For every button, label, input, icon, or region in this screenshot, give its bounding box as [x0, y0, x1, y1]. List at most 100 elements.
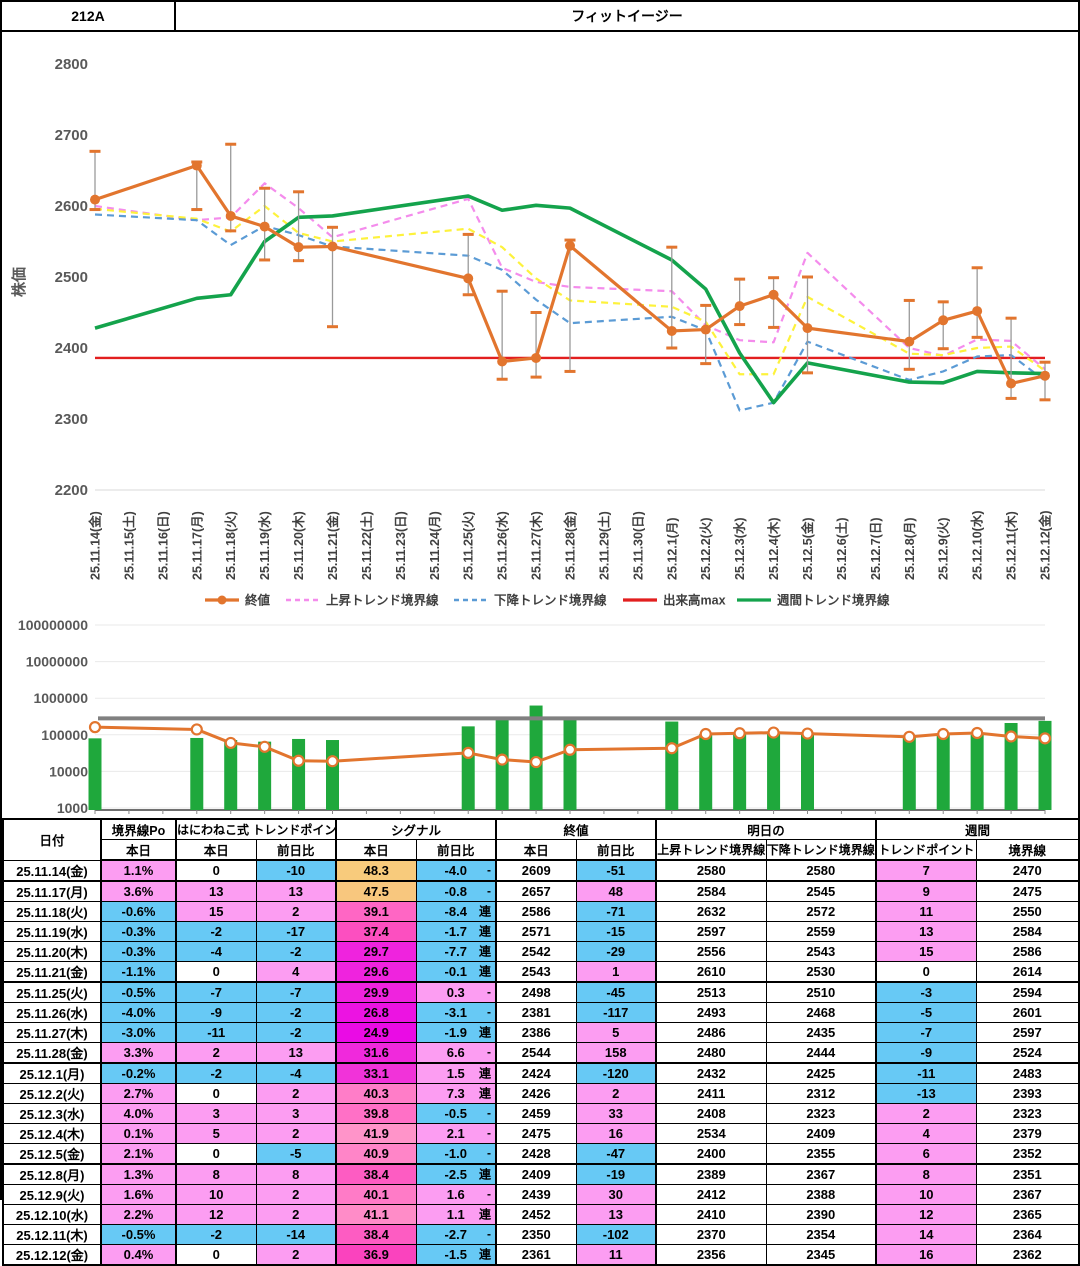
cell-tp-diff[interactable]: -2: [255, 940, 337, 962]
cell-signal[interactable]: 38.4: [335, 1223, 417, 1245]
cell-close-diff[interactable]: -71: [575, 900, 658, 922]
cell-signal-diff[interactable]: 1.1 連: [415, 1203, 498, 1225]
cell-up-boundary[interactable]: 2410: [655, 1203, 767, 1225]
cell-close[interactable]: 2350: [495, 1223, 577, 1245]
cell-tp-diff[interactable]: -5: [255, 1142, 337, 1165]
cell-signal-diff[interactable]: -0.1 連: [415, 960, 498, 983]
cell-signal-diff[interactable]: -0.5 -: [415, 1102, 498, 1124]
cell-week-tp[interactable]: 14: [875, 1223, 977, 1245]
cell-date[interactable]: 25.12.9(火): [2, 1183, 102, 1205]
cell-po[interactable]: 1.6%: [100, 1183, 177, 1205]
cell-week-tp[interactable]: -7: [875, 1021, 977, 1043]
cell-haniwa[interactable]: 0: [175, 960, 257, 983]
cell-signal-diff[interactable]: -1.9 連: [415, 1021, 498, 1043]
cell-signal-diff[interactable]: -7.7 連: [415, 940, 498, 962]
cell-close-diff[interactable]: 33: [575, 1102, 658, 1124]
cell-down-boundary[interactable]: 2323: [765, 1102, 878, 1124]
cell-close[interactable]: 2409: [495, 1163, 577, 1185]
cell-week-tp[interactable]: 2: [875, 1102, 977, 1124]
cell-close-diff[interactable]: -47: [575, 1142, 658, 1165]
cell-week-tp[interactable]: 16: [875, 1243, 977, 1266]
cell-week-boundary[interactable]: 2601: [975, 1001, 1080, 1023]
cell-haniwa[interactable]: -2: [175, 920, 257, 942]
cell-week-boundary[interactable]: 2550: [975, 900, 1080, 922]
cell-close[interactable]: 2586: [495, 900, 577, 922]
cell-po[interactable]: -0.2%: [100, 1062, 177, 1084]
cell-close-diff[interactable]: -15: [575, 920, 658, 942]
cell-haniwa[interactable]: 0: [175, 859, 257, 882]
cell-signal-diff[interactable]: -8.4 連: [415, 900, 498, 922]
cell-close-diff[interactable]: -51: [575, 859, 658, 882]
cell-haniwa[interactable]: 0: [175, 1082, 257, 1104]
cell-haniwa[interactable]: -7: [175, 981, 257, 1003]
cell-signal[interactable]: 41.1: [335, 1203, 417, 1225]
cell-tp-diff[interactable]: 13: [255, 880, 337, 902]
cell-po[interactable]: -0.5%: [100, 981, 177, 1003]
cell-week-boundary[interactable]: 2475: [975, 880, 1080, 902]
cell-up-boundary[interactable]: 2432: [655, 1062, 767, 1084]
cell-signal-diff[interactable]: -4.0 -: [415, 859, 498, 882]
cell-date[interactable]: 25.12.10(水): [2, 1203, 102, 1225]
cell-close-diff[interactable]: -117: [575, 1001, 658, 1023]
cell-week-boundary[interactable]: 2365: [975, 1203, 1080, 1225]
cell-tp-diff[interactable]: -7: [255, 981, 337, 1003]
cell-down-boundary[interactable]: 2388: [765, 1183, 878, 1205]
cell-haniwa[interactable]: 3: [175, 1102, 257, 1124]
cell-signal-diff[interactable]: -2.5 連: [415, 1163, 498, 1185]
cell-tp-diff[interactable]: -17: [255, 920, 337, 942]
cell-tp-diff[interactable]: 4: [255, 960, 337, 983]
cell-up-boundary[interactable]: 2513: [655, 981, 767, 1003]
cell-close[interactable]: 2544: [495, 1041, 577, 1064]
cell-week-boundary[interactable]: 2597: [975, 1021, 1080, 1043]
cell-signal[interactable]: 36.9: [335, 1243, 417, 1266]
cell-close[interactable]: 2439: [495, 1183, 577, 1205]
cell-up-boundary[interactable]: 2480: [655, 1041, 767, 1064]
cell-date[interactable]: 25.12.11(木): [2, 1223, 102, 1245]
cell-signal-diff[interactable]: -0.8 -: [415, 880, 498, 902]
cell-up-boundary[interactable]: 2411: [655, 1082, 767, 1104]
cell-down-boundary[interactable]: 2580: [765, 859, 878, 882]
cell-week-boundary[interactable]: 2367: [975, 1183, 1080, 1205]
cell-close-diff[interactable]: 16: [575, 1122, 658, 1144]
cell-up-boundary[interactable]: 2408: [655, 1102, 767, 1124]
cell-close[interactable]: 2459: [495, 1102, 577, 1124]
cell-date[interactable]: 25.12.12(金): [2, 1243, 102, 1266]
cell-po[interactable]: 3.3%: [100, 1041, 177, 1064]
cell-po[interactable]: 3.6%: [100, 880, 177, 902]
cell-week-tp[interactable]: 15: [875, 940, 977, 962]
cell-week-boundary[interactable]: 2379: [975, 1122, 1080, 1144]
cell-up-boundary[interactable]: 2610: [655, 960, 767, 983]
cell-po[interactable]: 2.2%: [100, 1203, 177, 1225]
cell-week-tp[interactable]: 10: [875, 1183, 977, 1205]
cell-down-boundary[interactable]: 2468: [765, 1001, 878, 1023]
cell-date[interactable]: 25.11.27(木): [2, 1021, 102, 1043]
cell-down-boundary[interactable]: 2572: [765, 900, 878, 922]
cell-tp-diff[interactable]: -10: [255, 859, 337, 882]
cell-down-boundary[interactable]: 2559: [765, 920, 878, 942]
cell-signal[interactable]: 37.4: [335, 920, 417, 942]
cell-close[interactable]: 2361: [495, 1243, 577, 1266]
cell-week-boundary[interactable]: 2393: [975, 1082, 1080, 1104]
cell-signal[interactable]: 29.9: [335, 981, 417, 1003]
cell-haniwa[interactable]: 5: [175, 1122, 257, 1144]
cell-week-tp[interactable]: 8: [875, 1163, 977, 1185]
cell-signal[interactable]: 29.7: [335, 940, 417, 962]
cell-date[interactable]: 25.12.3(水): [2, 1102, 102, 1124]
cell-haniwa[interactable]: -4: [175, 940, 257, 962]
cell-date[interactable]: 25.12.5(金): [2, 1142, 102, 1165]
cell-week-tp[interactable]: 0: [875, 960, 977, 983]
cell-tp-diff[interactable]: 2: [255, 1243, 337, 1266]
cell-signal[interactable]: 40.9: [335, 1142, 417, 1165]
cell-close-diff[interactable]: 11: [575, 1243, 658, 1266]
cell-close[interactable]: 2386: [495, 1021, 577, 1043]
cell-up-boundary[interactable]: 2400: [655, 1142, 767, 1165]
cell-week-tp[interactable]: 7: [875, 859, 977, 882]
cell-close[interactable]: 2424: [495, 1062, 577, 1084]
cell-po[interactable]: -0.5%: [100, 1223, 177, 1245]
cell-down-boundary[interactable]: 2367: [765, 1163, 878, 1185]
cell-tp-diff[interactable]: 2: [255, 1183, 337, 1205]
cell-date[interactable]: 25.11.14(金): [2, 859, 102, 882]
cell-close[interactable]: 2428: [495, 1142, 577, 1165]
cell-week-boundary[interactable]: 2584: [975, 920, 1080, 942]
cell-haniwa[interactable]: 0: [175, 1142, 257, 1165]
